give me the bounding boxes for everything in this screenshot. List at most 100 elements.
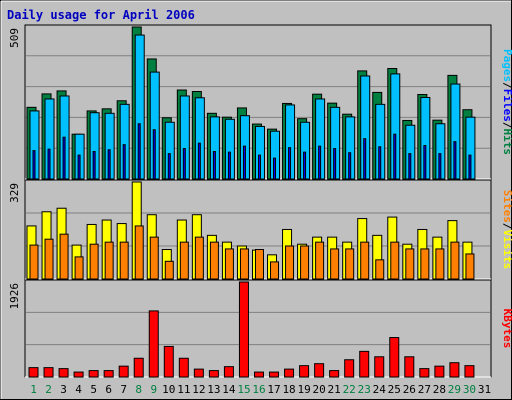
bar-pages-12: [197, 142, 201, 180]
bar-pages-25: [393, 133, 397, 180]
day-label-14: 14: [222, 383, 236, 396]
bar-pages-3: [62, 136, 66, 180]
bar-sites-6: [104, 241, 114, 280]
legend-item-sites: Sites: [501, 190, 512, 223]
bar-sites-16: [254, 249, 264, 280]
bar-pages-6: [107, 149, 111, 180]
bar-sites-4: [74, 256, 84, 280]
bar-pages-15: [242, 145, 246, 180]
bar-kbytes-9: [148, 310, 159, 378]
bar-sites-5: [89, 243, 99, 280]
day-label-11: 11: [177, 383, 190, 396]
bar-kbytes-27: [419, 368, 430, 378]
bar-kbytes-6: [103, 370, 114, 378]
day-label-27: 27: [418, 383, 431, 396]
bar-sites-11: [179, 241, 189, 280]
bar-sites-3: [59, 233, 69, 280]
bar-kbytes-18: [284, 368, 295, 378]
bar-sites-10: [164, 260, 174, 280]
bar-pages-30: [468, 154, 472, 180]
day-label-26: 26: [403, 383, 416, 396]
day-label-21: 21: [328, 383, 341, 396]
bar-kbytes-16: [253, 371, 264, 378]
bar-sites-17: [270, 261, 280, 280]
bar-kbytes-26: [404, 356, 415, 378]
labels-layer: 5093291926Pages/Files/HitsSites/VisitsKB…: [8, 28, 512, 396]
bar-pages-5: [92, 151, 96, 180]
bar-pages-24: [378, 146, 382, 180]
bar-kbytes-3: [58, 368, 69, 378]
y-max-label-panel-1: 509: [8, 28, 21, 48]
bar-kbytes-1: [28, 367, 39, 378]
day-label-24: 24: [373, 383, 387, 396]
bar-kbytes-28: [434, 365, 445, 378]
bar-sites-22: [345, 248, 355, 280]
legend-item-files: Files: [501, 89, 512, 122]
y-max-label-panel-3: 1926: [8, 283, 21, 310]
day-label-2: 2: [45, 383, 52, 396]
bar-kbytes-21: [329, 370, 340, 378]
legend-item-kbytes: KBytes: [501, 309, 512, 349]
bar-kbytes-22: [344, 359, 355, 378]
legend-separator: /: [501, 223, 512, 230]
bar-sites-30: [465, 253, 475, 280]
bar-sites-18: [285, 245, 295, 280]
day-label-6: 6: [105, 383, 112, 396]
day-label-5: 5: [90, 383, 97, 396]
bar-kbytes-7: [118, 365, 129, 378]
day-label-3: 3: [60, 383, 67, 396]
day-label-1: 1: [30, 383, 37, 396]
day-label-9: 9: [150, 383, 157, 396]
legend-item-pages: Pages: [501, 49, 512, 82]
y-max-label-panel-2: 329: [8, 183, 21, 203]
bar-pages-21: [333, 148, 337, 180]
bar-kbytes-12: [193, 368, 204, 378]
bar-sites-21: [330, 248, 340, 280]
day-label-16: 16: [252, 383, 265, 396]
bar-pages-22: [348, 152, 352, 180]
bar-pages-29: [453, 141, 457, 180]
day-label-7: 7: [120, 383, 127, 396]
bar-kbytes-14: [223, 366, 234, 378]
bar-pages-11: [182, 148, 186, 180]
bar-kbytes-19: [299, 365, 310, 378]
bar-kbytes-13: [208, 370, 219, 378]
legend-panel-3: KBytes: [501, 309, 512, 349]
day-label-17: 17: [267, 383, 280, 396]
bar-sites-20: [315, 241, 325, 280]
legend-item-hits: Hits: [501, 129, 512, 156]
bar-sites-7: [119, 241, 129, 280]
bar-sites-24: [375, 259, 385, 280]
day-label-28: 28: [433, 383, 446, 396]
bar-kbytes-25: [389, 337, 400, 378]
panel-3-area: [24, 279, 492, 378]
bar-pages-2: [47, 148, 51, 180]
bar-pages-9: [152, 129, 156, 180]
legend-panel-2: Sites/Visits: [501, 190, 512, 270]
day-label-23: 23: [358, 383, 371, 396]
bar-sites-13: [209, 241, 219, 280]
bar-pages-14: [227, 151, 231, 180]
bars-layer: [26, 26, 476, 378]
bar-kbytes-2: [43, 367, 54, 378]
day-label-18: 18: [282, 383, 295, 396]
day-label-4: 4: [75, 383, 82, 396]
legend-separator: /: [501, 82, 512, 89]
bar-sites-9: [149, 236, 159, 280]
bar-sites-26: [405, 248, 415, 280]
bar-pages-13: [212, 151, 216, 180]
day-label-15: 15: [237, 383, 250, 396]
bar-sites-25: [390, 241, 400, 280]
bar-kbytes-29: [449, 362, 460, 378]
day-label-25: 25: [388, 383, 401, 396]
bar-pages-16: [257, 154, 261, 180]
bar-pages-4: [77, 154, 81, 180]
bar-sites-28: [435, 248, 445, 280]
bar-sites-19: [300, 245, 310, 280]
day-label-30: 30: [463, 383, 476, 396]
bar-pages-1: [32, 150, 36, 180]
day-label-19: 19: [297, 383, 310, 396]
bar-sites-12: [194, 236, 204, 280]
bar-kbytes-20: [314, 363, 325, 378]
